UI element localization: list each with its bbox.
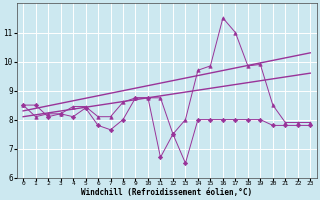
- X-axis label: Windchill (Refroidissement éolien,°C): Windchill (Refroidissement éolien,°C): [81, 188, 252, 197]
